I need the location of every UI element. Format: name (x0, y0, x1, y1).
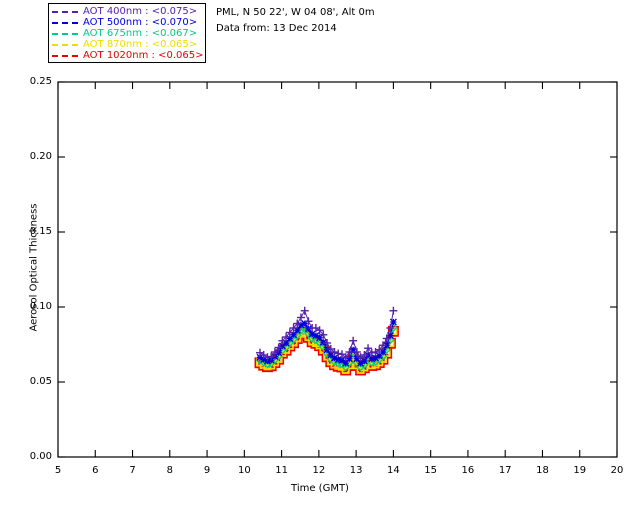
series-aot-400nm (255, 306, 398, 362)
legend-item-500nm: AOT 500nm : <0.070> (52, 17, 205, 28)
marker-star (275, 349, 283, 357)
series-line (259, 327, 394, 368)
marker-star (386, 332, 394, 339)
x-axis-title: Time (GMT) (291, 483, 349, 494)
x-tick-label: 17 (498, 465, 512, 476)
legend-swatch-675nm (52, 32, 78, 35)
legend-label-675nm: AOT 675nm : <0.067> (83, 27, 198, 39)
marker-star (360, 357, 368, 365)
site-location-line: PML, N 50 22', W 04 08', Alt 0m (216, 7, 375, 18)
y-tick-label: 0.15 (29, 226, 52, 237)
marker-star (379, 348, 387, 356)
marker-star (312, 332, 320, 339)
x-tick-label: 15 (424, 465, 438, 476)
x-tick-label: 8 (166, 465, 173, 476)
x-tick-label: 19 (573, 465, 587, 476)
y-tick-label: 0.20 (29, 151, 52, 162)
y-tick-label: 0.10 (29, 301, 52, 312)
marker-star (338, 356, 346, 364)
x-tick-label: 14 (387, 465, 400, 476)
data-date-line: Data from: 13 Dec 2014 (216, 23, 337, 34)
marker-star (293, 326, 301, 334)
legend-item-1020nm: AOT 1020nm : <0.065> (52, 50, 205, 61)
x-tick-label: 12 (312, 465, 326, 476)
legend-item-675nm: AOT 675nm : <0.067> (52, 28, 205, 39)
legend-label-500nm: AOT 500nm : <0.070> (83, 16, 198, 28)
legend-item-870nm: AOT 870nm : <0.065> (52, 39, 205, 50)
x-tick-label: 11 (275, 465, 288, 476)
x-tick-label: 10 (237, 465, 251, 476)
legend: AOT 400nm : <0.075> AOT 500nm : <0.070> … (48, 3, 206, 63)
x-tick-label: 20 (610, 465, 624, 476)
marker-star (316, 334, 324, 342)
x-tick-label: 6 (92, 465, 99, 476)
marker-star (334, 356, 342, 363)
marker-star (308, 330, 316, 338)
legend-label-870nm: AOT 870nm : <0.065> (83, 38, 198, 50)
x-tick-label: 18 (536, 465, 549, 476)
marker-star (323, 346, 331, 354)
y-tick-label: 0.25 (29, 76, 52, 87)
legend-label-1020nm: AOT 1020nm : <0.065> (83, 49, 204, 61)
y-tick-label: 0.00 (29, 451, 52, 462)
legend-swatch-400nm (52, 10, 78, 13)
x-tick-label: 13 (349, 465, 363, 476)
legend-swatch-1020nm (52, 54, 78, 57)
marker-star (327, 351, 335, 359)
x-tick-label: 5 (54, 465, 62, 476)
x-tick-label: 7 (129, 465, 136, 476)
x-tick-label: 9 (203, 465, 211, 476)
marker-diamond (319, 342, 328, 351)
legend-item-400nm: AOT 400nm : <0.075> (52, 6, 205, 17)
y-tick-label: 0.05 (29, 376, 52, 387)
legend-swatch-500nm (52, 21, 78, 24)
x-tick-label: 16 (461, 465, 475, 476)
site-annotation: PML, N 50 22', W 04 08', Alt 0m Data fro… (216, 5, 375, 37)
legend-swatch-870nm (52, 43, 78, 46)
plot-frame (57, 81, 618, 458)
marker-star (304, 325, 312, 333)
legend-label-400nm: AOT 400nm : <0.075> (83, 5, 198, 17)
marker-star (345, 355, 353, 363)
marker-star (331, 354, 338, 362)
